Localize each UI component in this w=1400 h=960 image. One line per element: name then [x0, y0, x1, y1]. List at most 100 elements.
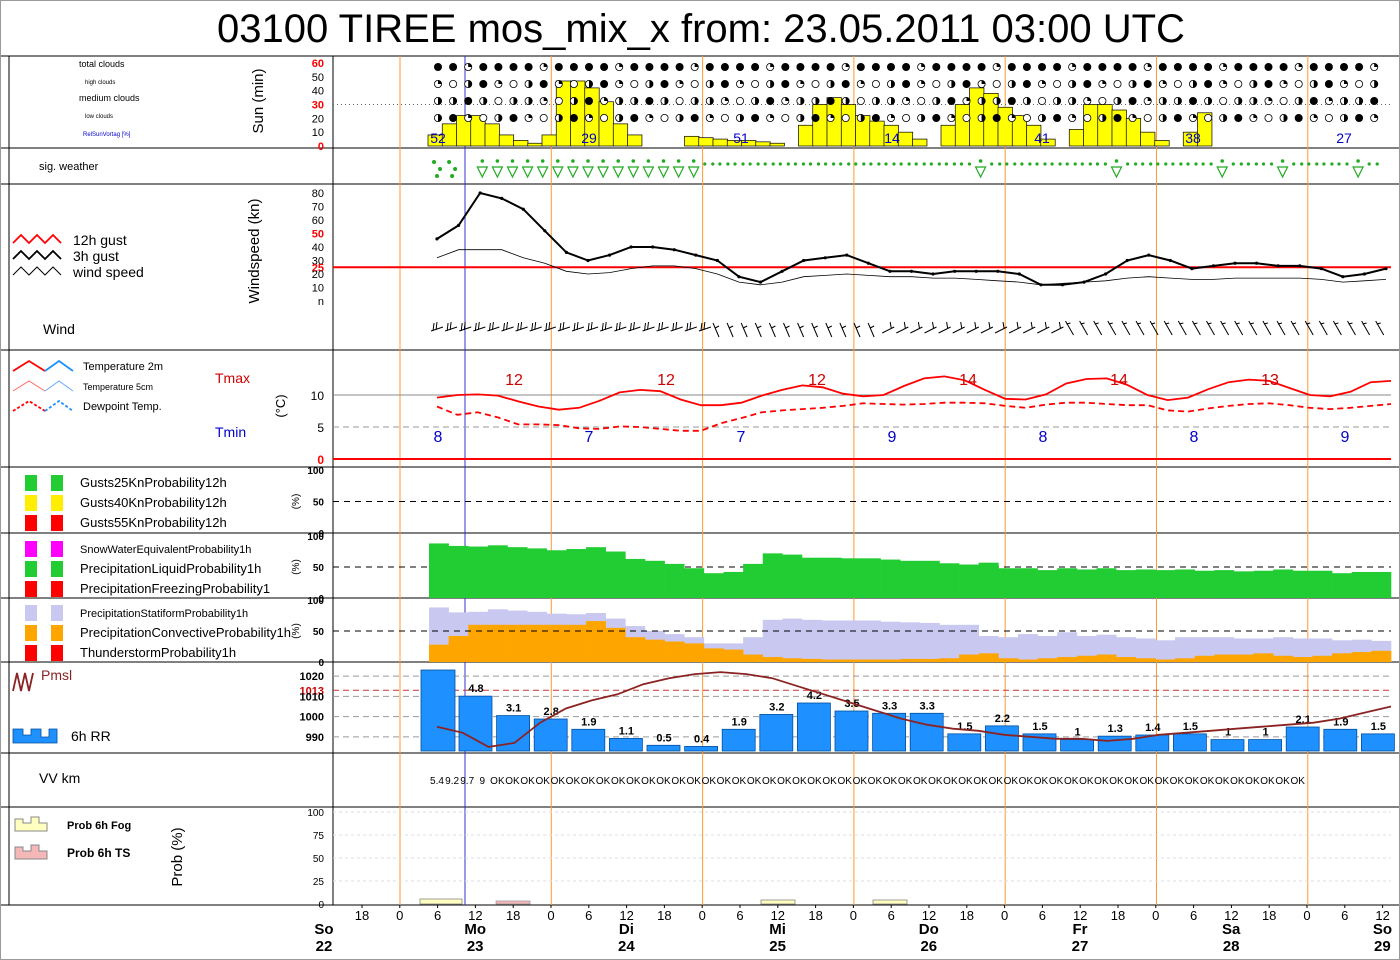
wind-tick-label: 80 [312, 188, 324, 200]
wind-barb-stroke [628, 321, 641, 332]
cloud-legend-1: high clouds [85, 80, 115, 86]
wind-tick-label: 25 [312, 262, 324, 274]
rain-value-label: 0.4 [694, 733, 710, 745]
rain-value-label: 1.4 [1145, 722, 1161, 734]
shower-dot [1220, 159, 1224, 163]
cloud-symbol [1158, 114, 1167, 123]
wind-barb-icon [1022, 321, 1036, 334]
cloud-symbol [947, 114, 956, 123]
cloud-symbol [675, 80, 684, 89]
precip-legend-swatch [25, 561, 37, 577]
gust-3h-point [478, 191, 482, 195]
cloud-quarter [830, 114, 835, 118]
convective-bar [1332, 653, 1353, 662]
prob-tick-label: 0 [318, 900, 324, 911]
wind-barb-icon [430, 321, 444, 332]
cloud-symbol [1098, 63, 1107, 72]
precip-liquid-bar [821, 557, 842, 598]
precip-liquid-bar [1214, 570, 1235, 598]
visibility-value: OK [868, 776, 883, 787]
cloud-symbol [932, 97, 941, 106]
cloud-quarter [1102, 80, 1106, 84]
cloud-symbol [826, 97, 835, 106]
hour-tick-label: 12 [1224, 908, 1238, 923]
wind-barb-stroke [444, 321, 458, 332]
cloud-circle [871, 63, 880, 72]
convective-bar [1037, 658, 1058, 662]
wind-barb-icon [783, 322, 790, 338]
cloud-circle [1173, 80, 1182, 89]
convective-bar [743, 654, 764, 662]
rain-value-label: 3.2 [769, 701, 784, 713]
shower-dot [510, 159, 515, 163]
cloud-half [649, 80, 653, 88]
cloud-circle [781, 80, 790, 89]
convective-bar [841, 659, 862, 662]
precip-liquid-bar [1017, 568, 1038, 598]
cloud-symbol [796, 114, 805, 123]
gust-3h-point [931, 272, 935, 276]
cloud-symbol [1128, 80, 1137, 89]
cloud-circle [826, 97, 835, 106]
shower-triangle-icon [491, 166, 504, 179]
cloud-circle [932, 80, 941, 89]
cloud-circle [660, 80, 669, 89]
shower-triangle-icon [1110, 166, 1123, 179]
cloud-circle [660, 114, 669, 123]
cloud-symbol [1340, 80, 1349, 89]
cloud-symbol [615, 80, 624, 89]
cloud-circle [1264, 80, 1273, 89]
cloud-symbol [977, 114, 986, 123]
cloud-symbol [464, 80, 473, 89]
drizzle-dot [703, 162, 707, 166]
cloud-symbol [811, 114, 820, 123]
cloud-quarter [966, 97, 971, 101]
cloud-circle [539, 114, 548, 123]
day-name-label: So [314, 921, 333, 938]
stratiform-bar [1135, 638, 1156, 662]
cloud-quarter [1223, 80, 1227, 84]
shower-triangle-icon [551, 166, 564, 179]
cloud-symbol [539, 114, 548, 123]
temperature-axis-label: (°C) [273, 394, 288, 417]
cloud-symbol [705, 114, 714, 123]
cloud-symbol [1279, 80, 1288, 89]
cloud-symbol [600, 114, 609, 123]
precip-liquid-bar [841, 558, 862, 598]
sun-bar [555, 80, 572, 147]
cloud-symbol [675, 114, 684, 123]
cloud-symbol [1113, 63, 1122, 72]
cloud-quarter [906, 97, 910, 101]
temp-tick-label: 10 [311, 389, 325, 403]
cloud-symbol [539, 63, 548, 72]
wind-barb-icon [1361, 320, 1371, 336]
cloud-symbol [690, 80, 699, 89]
cloud-half [709, 97, 714, 105]
wind-barb-stroke [1248, 320, 1258, 336]
cloud-half [1117, 97, 1122, 105]
cloud-circle [1370, 97, 1379, 106]
cloud-symbol [1189, 97, 1198, 106]
gusts-tick-label: 100 [307, 466, 324, 477]
cloud-symbol [902, 97, 911, 106]
wind-barb-stroke [1121, 320, 1131, 336]
cloud-symbol [1143, 97, 1152, 106]
wind-barb-stroke [966, 321, 980, 334]
cloud-symbol [841, 63, 850, 72]
cloud-symbol [1294, 63, 1303, 72]
sun-tick-label: 30 [312, 100, 324, 112]
windspeed-axis-label: Windspeed (kn) [246, 198, 263, 303]
cloud-circle [947, 63, 956, 72]
wind-barb-icon [1121, 320, 1131, 336]
hour-tick-label: 0 [1152, 908, 1159, 923]
cloud-circle [962, 63, 971, 72]
visibility-value: OK [822, 776, 837, 787]
cloud-half [981, 97, 986, 105]
cloud-symbol [751, 63, 760, 72]
drizzle-dot [1050, 162, 1054, 166]
visibility-value: OK [732, 776, 747, 787]
convective-bar [429, 644, 449, 662]
stratiform-bar [762, 619, 783, 662]
temp-legend-line [44, 380, 74, 392]
sun-percent-label: 52 [430, 130, 446, 146]
